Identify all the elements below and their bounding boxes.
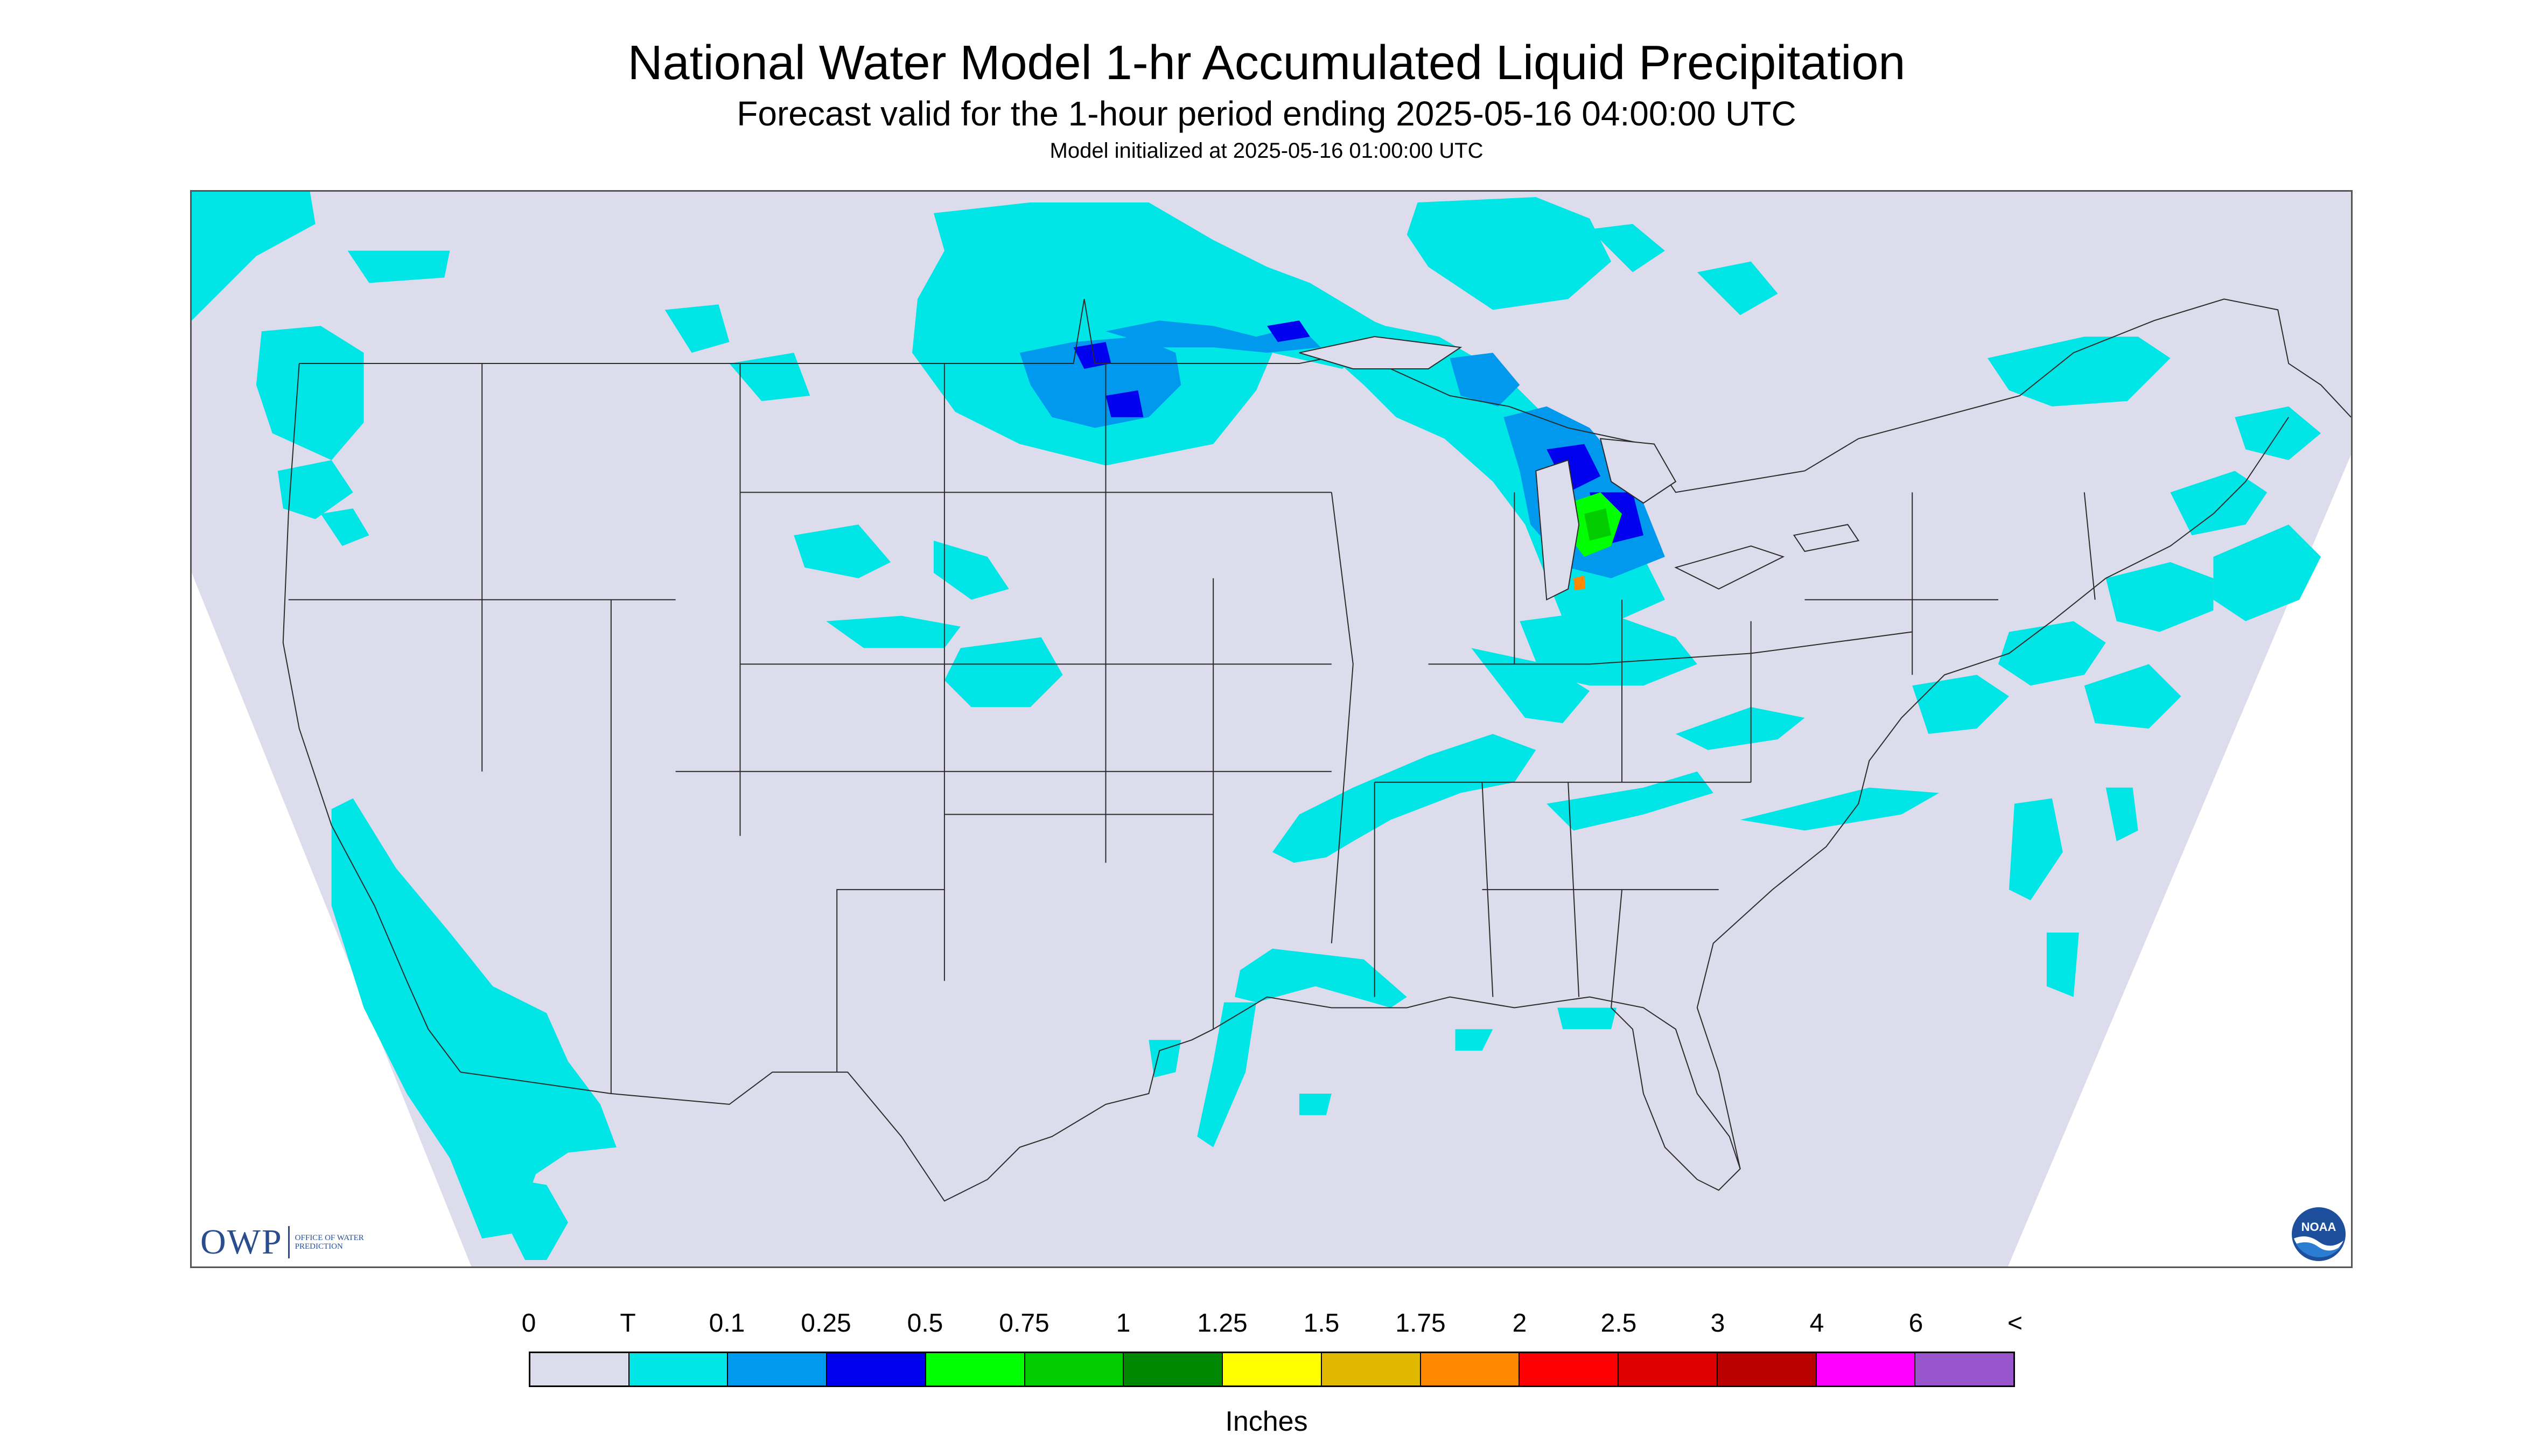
legend-swatch — [629, 1353, 729, 1385]
legend-tick-label: 0 — [521, 1309, 536, 1338]
legend-tick-label: 1.5 — [1303, 1309, 1340, 1338]
legend-tick-label: 1.75 — [1395, 1309, 1446, 1338]
map-canvas — [192, 192, 2351, 1266]
legend-swatch — [1223, 1353, 1322, 1385]
legend-tick-label: 6 — [1908, 1309, 1923, 1338]
legend-tick-label: 0.5 — [907, 1309, 943, 1338]
legend-tick-label: 1.25 — [1197, 1309, 1248, 1338]
legend-swatch — [1816, 1353, 1916, 1385]
legend-swatch — [827, 1353, 926, 1385]
legend-swatch — [1915, 1353, 2014, 1385]
legend-swatch — [728, 1353, 828, 1385]
political-boundaries — [282, 298, 2351, 1202]
legend-swatch — [1321, 1353, 1421, 1385]
owp-mark: OWP — [200, 1222, 283, 1262]
legend-swatch — [1421, 1353, 1520, 1385]
noaa-text: NOAA — [2301, 1220, 2336, 1234]
precip-trace-areas — [192, 192, 2321, 1261]
precipitation-legend: 0 T 0.1 0.25 0.5 0.75 1 1.25 1.5 1.75 2 2.5 3 4 6 < Inc… — [0, 1308, 2533, 1456]
legend-tick-label: 2.5 — [1600, 1309, 1637, 1338]
model-domain — [192, 192, 2351, 1266]
legend-tick-label: 4 — [1809, 1309, 1824, 1338]
great-lakes — [1299, 336, 1860, 601]
legend-tick-label: 3 — [1710, 1309, 1725, 1338]
owp-logo: OWP Office of Water Prediction — [200, 1222, 365, 1262]
legend-tick-label: 0.25 — [801, 1309, 851, 1338]
map-subtitle: Forecast valid for the 1-hour period end… — [737, 94, 1796, 133]
legend-swatch — [1717, 1353, 1817, 1385]
noaa-logo: NOAA — [2292, 1207, 2346, 1261]
legend-swatch — [1025, 1353, 1124, 1385]
legend-tick-label: < — [2007, 1309, 2023, 1338]
legend-tick-label: 1 — [1116, 1309, 1131, 1338]
legend-swatch — [1124, 1353, 1223, 1385]
legend-tick-label: 0.1 — [709, 1309, 745, 1338]
legend-swatch — [530, 1353, 629, 1385]
legend-swatch — [1520, 1353, 1619, 1385]
legend-tick-label: 2 — [1512, 1309, 1527, 1338]
legend-swatch — [926, 1353, 1025, 1385]
precip-heavy-areas — [1568, 492, 1622, 590]
legend-units-label: Inches — [1225, 1406, 1308, 1437]
legend-swatch — [1619, 1353, 1718, 1385]
owp-divider — [288, 1226, 290, 1258]
map-title: National Water Model 1-hr Accumulated Li… — [627, 36, 1906, 90]
legend-tick-label: 0.75 — [999, 1309, 1049, 1338]
owp-wordmark: Office of Water Prediction — [295, 1234, 364, 1251]
legend-color-bar — [529, 1352, 2015, 1387]
model-init-line: Model initialized at 2025-05-16 01:00:00… — [1049, 139, 1484, 163]
legend-tick-label: T — [620, 1309, 636, 1338]
precipitation-map[interactable] — [190, 190, 2353, 1268]
